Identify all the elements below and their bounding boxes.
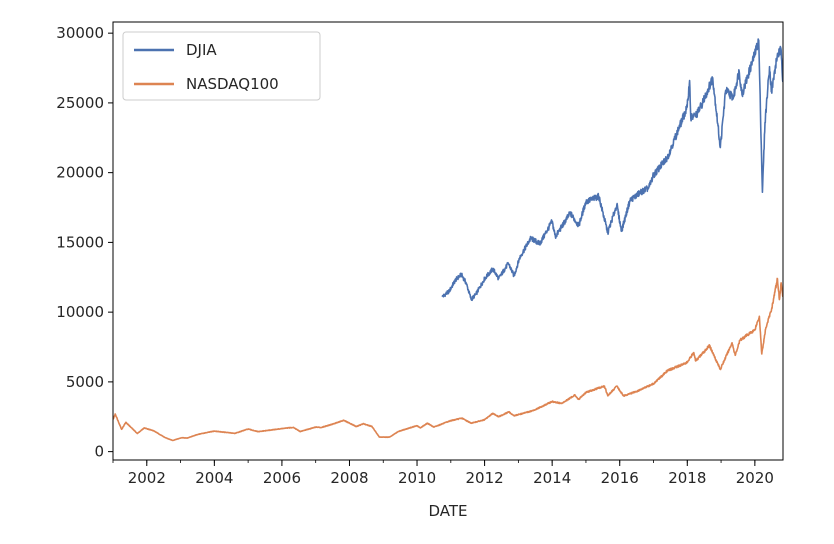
y-tick-label: 30000 xyxy=(56,24,104,42)
x-axis-title: DATE xyxy=(428,502,467,520)
legend-label-nasdaq100: NASDAQ100 xyxy=(186,75,279,93)
y-tick-label: 20000 xyxy=(56,164,104,182)
series-line-djia xyxy=(441,38,783,302)
x-tick-label: 2016 xyxy=(601,469,639,487)
series-lines xyxy=(113,38,783,442)
y-tick-label: 25000 xyxy=(56,94,104,112)
y-tick-label: 10000 xyxy=(56,303,104,321)
x-tick-label: 2002 xyxy=(128,469,166,487)
x-tick-label: 2010 xyxy=(398,469,436,487)
x-tick-label: 2008 xyxy=(330,469,368,487)
x-tick-label: 2012 xyxy=(466,469,504,487)
legend-label-djia: DJIA xyxy=(186,41,217,59)
x-tick-label: 2014 xyxy=(533,469,571,487)
x-tick-label: 2004 xyxy=(195,469,233,487)
legend: DJIA NASDAQ100 xyxy=(122,31,321,101)
axes: 0 5000 10000 15000 20000 25000 30000 2002 2004 20… xyxy=(56,21,784,487)
x-tick-label: 2006 xyxy=(263,469,301,487)
series-line-nasdaq100 xyxy=(113,277,783,442)
x-tick-label: 2020 xyxy=(736,469,774,487)
y-tick-label: 0 xyxy=(94,443,104,461)
plot-frame xyxy=(112,21,784,461)
y-tick-label: 15000 xyxy=(56,233,104,251)
x-tick-label: 2018 xyxy=(668,469,706,487)
y-tick-label: 5000 xyxy=(66,373,104,391)
